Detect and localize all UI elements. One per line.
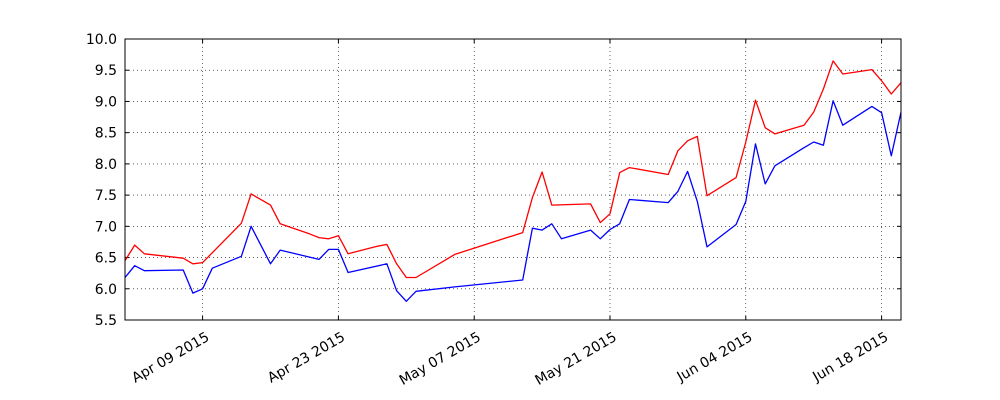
x-tick-label: Apr 09 2015 [129, 329, 212, 386]
x-tick-label: Jun 04 2015 [674, 329, 756, 385]
x-tick-label: Apr 23 2015 [265, 329, 348, 386]
y-tick-label: 5.5 [95, 313, 117, 329]
x-tick-label: Jun 18 2015 [809, 329, 891, 385]
y-tick-label: 9.5 [95, 63, 117, 79]
y-tick-label: 10.0 [86, 32, 117, 48]
y-tick-label: 8.5 [95, 126, 117, 142]
y-tick-label: 7.0 [95, 219, 117, 235]
series-line-blue [125, 100, 901, 302]
plot-frame [124, 38, 902, 321]
y-tick-label: 6.0 [95, 282, 117, 298]
y-tick-label: 8.0 [95, 157, 117, 173]
x-tick-label: May 21 2015 [533, 329, 620, 389]
y-tick-label: 9.0 [95, 94, 117, 110]
y-tick-label: 6.5 [95, 251, 117, 267]
x-tick-label: May 07 2015 [397, 329, 484, 389]
y-tick-label: 7.5 [95, 188, 117, 204]
series-line-red [125, 60, 901, 279]
